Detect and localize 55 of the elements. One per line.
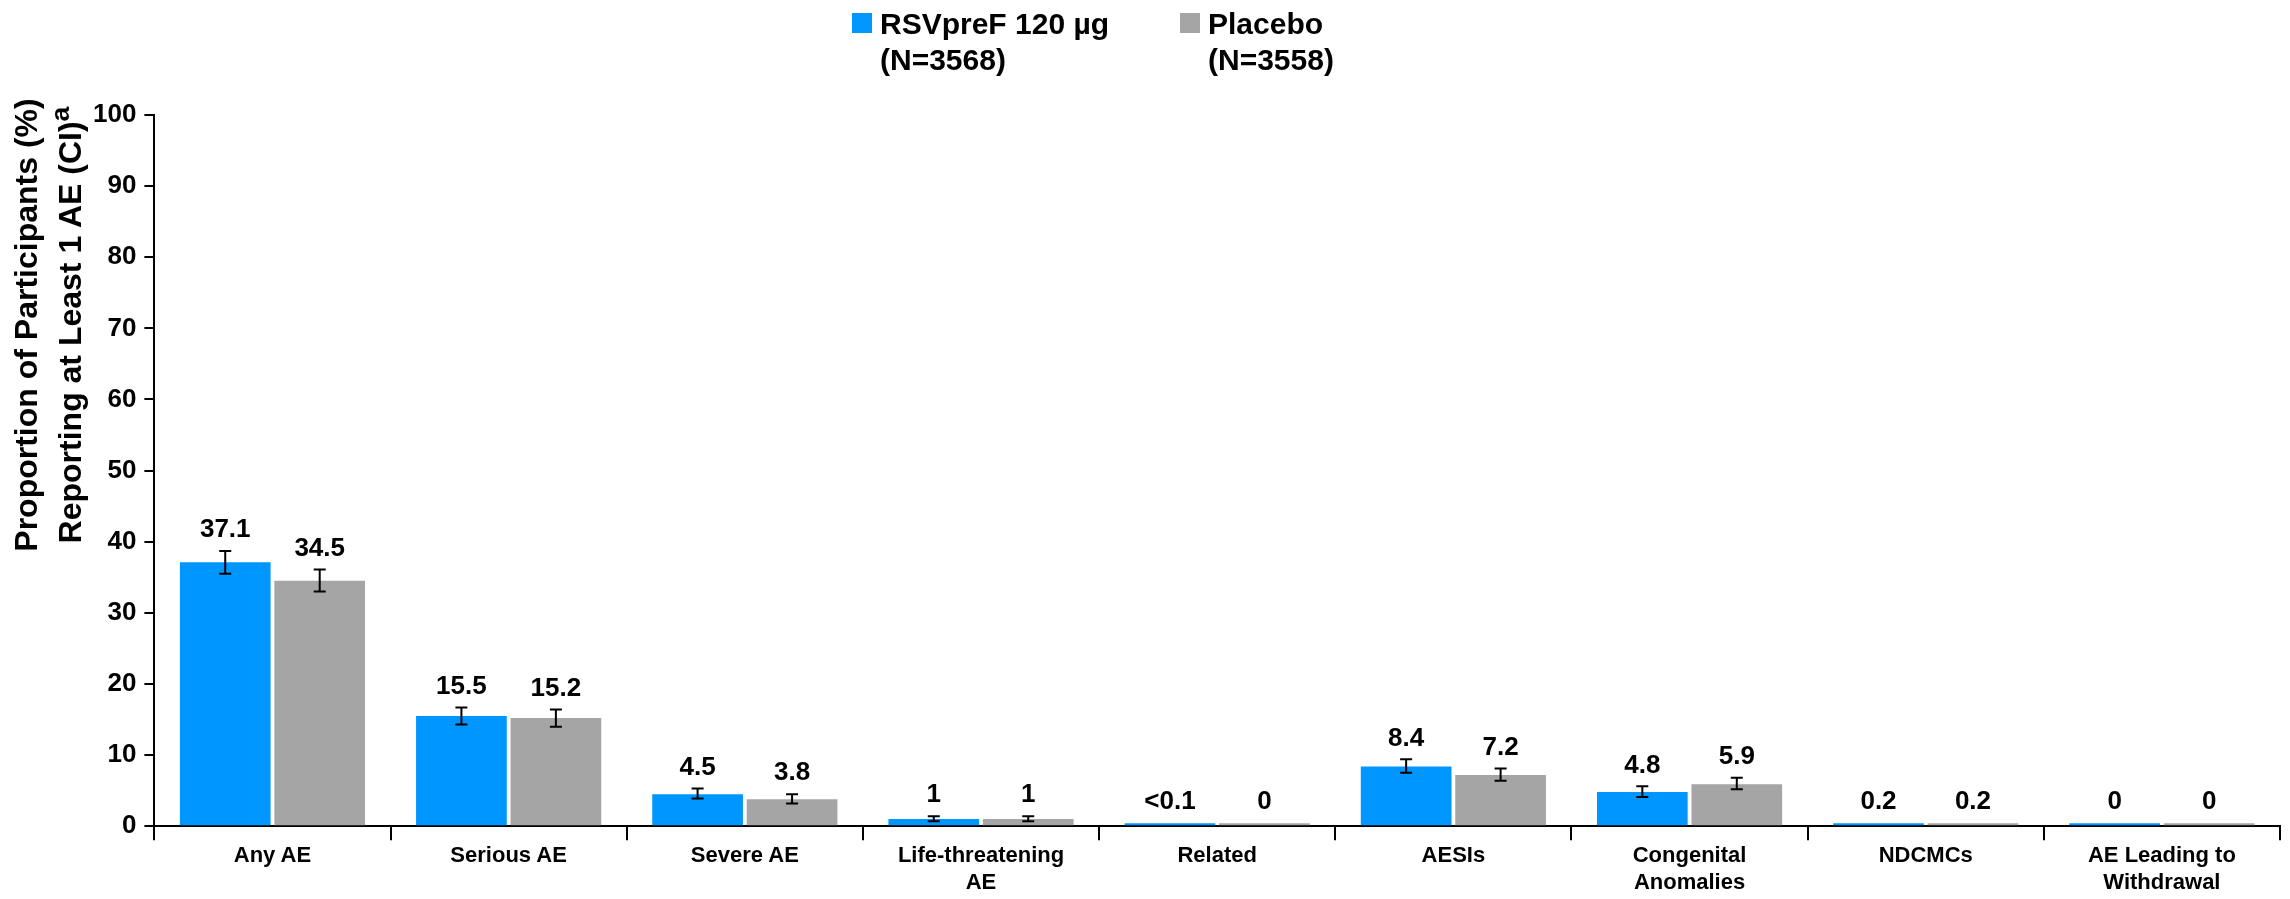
x-tick-label: AESIs	[1421, 842, 1486, 868]
legend-label: RSVpreF 120 µg (N=3568)	[880, 6, 1110, 78]
bar	[888, 819, 980, 826]
y-tick-label: 60	[107, 382, 137, 413]
data-label: 37.1	[199, 513, 251, 544]
x-tick-label: NDCMCs	[1878, 842, 1973, 868]
x-tick-label: Life-threatening AE	[897, 842, 1065, 894]
bar	[179, 562, 271, 826]
y-tick-label: 80	[107, 240, 137, 271]
data-label: 0.2	[1954, 785, 1992, 816]
y-tick-label: 10	[107, 738, 137, 769]
bar	[1833, 823, 1924, 826]
data-label: 34.5	[294, 531, 346, 562]
bar	[1124, 823, 1216, 826]
bar	[652, 794, 743, 826]
data-label: 8.4	[1388, 721, 1425, 752]
x-tick-label: Congenital Anomalies	[1632, 842, 1747, 894]
data-label: 3.8	[773, 756, 811, 787]
y-tick-label: 30	[107, 596, 137, 627]
y-tick-label: 50	[107, 453, 137, 484]
bar	[510, 718, 602, 826]
data-label: 1	[926, 778, 942, 809]
bar	[1455, 774, 1546, 826]
data-label: 0	[2201, 785, 2217, 816]
data-label: 7.2	[1482, 730, 1519, 761]
x-tick-label: Any AE	[233, 842, 312, 868]
x-tick-label: Severe AE	[690, 842, 799, 868]
data-label: 1	[1021, 778, 1036, 809]
bar	[1691, 784, 1783, 826]
bar	[1360, 766, 1452, 826]
data-label: 0	[2107, 785, 2122, 816]
x-tick-label: Related	[1177, 842, 1257, 868]
data-label: 15.2	[530, 671, 582, 702]
bar	[274, 580, 366, 826]
data-label: 15.5	[436, 669, 487, 700]
bar	[1596, 792, 1688, 826]
bar	[1927, 823, 2019, 826]
y-tick-label: 20	[107, 667, 137, 698]
y-tick-label: 40	[107, 524, 137, 555]
data-label: <0.1	[1144, 785, 1196, 816]
data-label: 4.5	[679, 750, 716, 781]
bar	[746, 799, 838, 826]
y-tick-label: 0	[121, 809, 137, 840]
y-tick-label: 70	[107, 311, 137, 342]
x-tick-label: Serious AE	[450, 842, 567, 868]
data-label: 5.9	[1718, 740, 1755, 771]
x-tick-label: AE Leading to Withdrawal	[2087, 842, 2236, 894]
bar	[416, 715, 507, 826]
data-label: 0	[1257, 785, 1272, 816]
data-label: 0.2	[1860, 785, 1897, 816]
y-tick-label: 90	[107, 169, 137, 200]
bar	[982, 819, 1074, 826]
y-tick-label: 100	[92, 98, 137, 129]
data-label: 4.8	[1624, 748, 1661, 779]
legend-label: Placebo (N=3558)	[1208, 6, 1335, 78]
